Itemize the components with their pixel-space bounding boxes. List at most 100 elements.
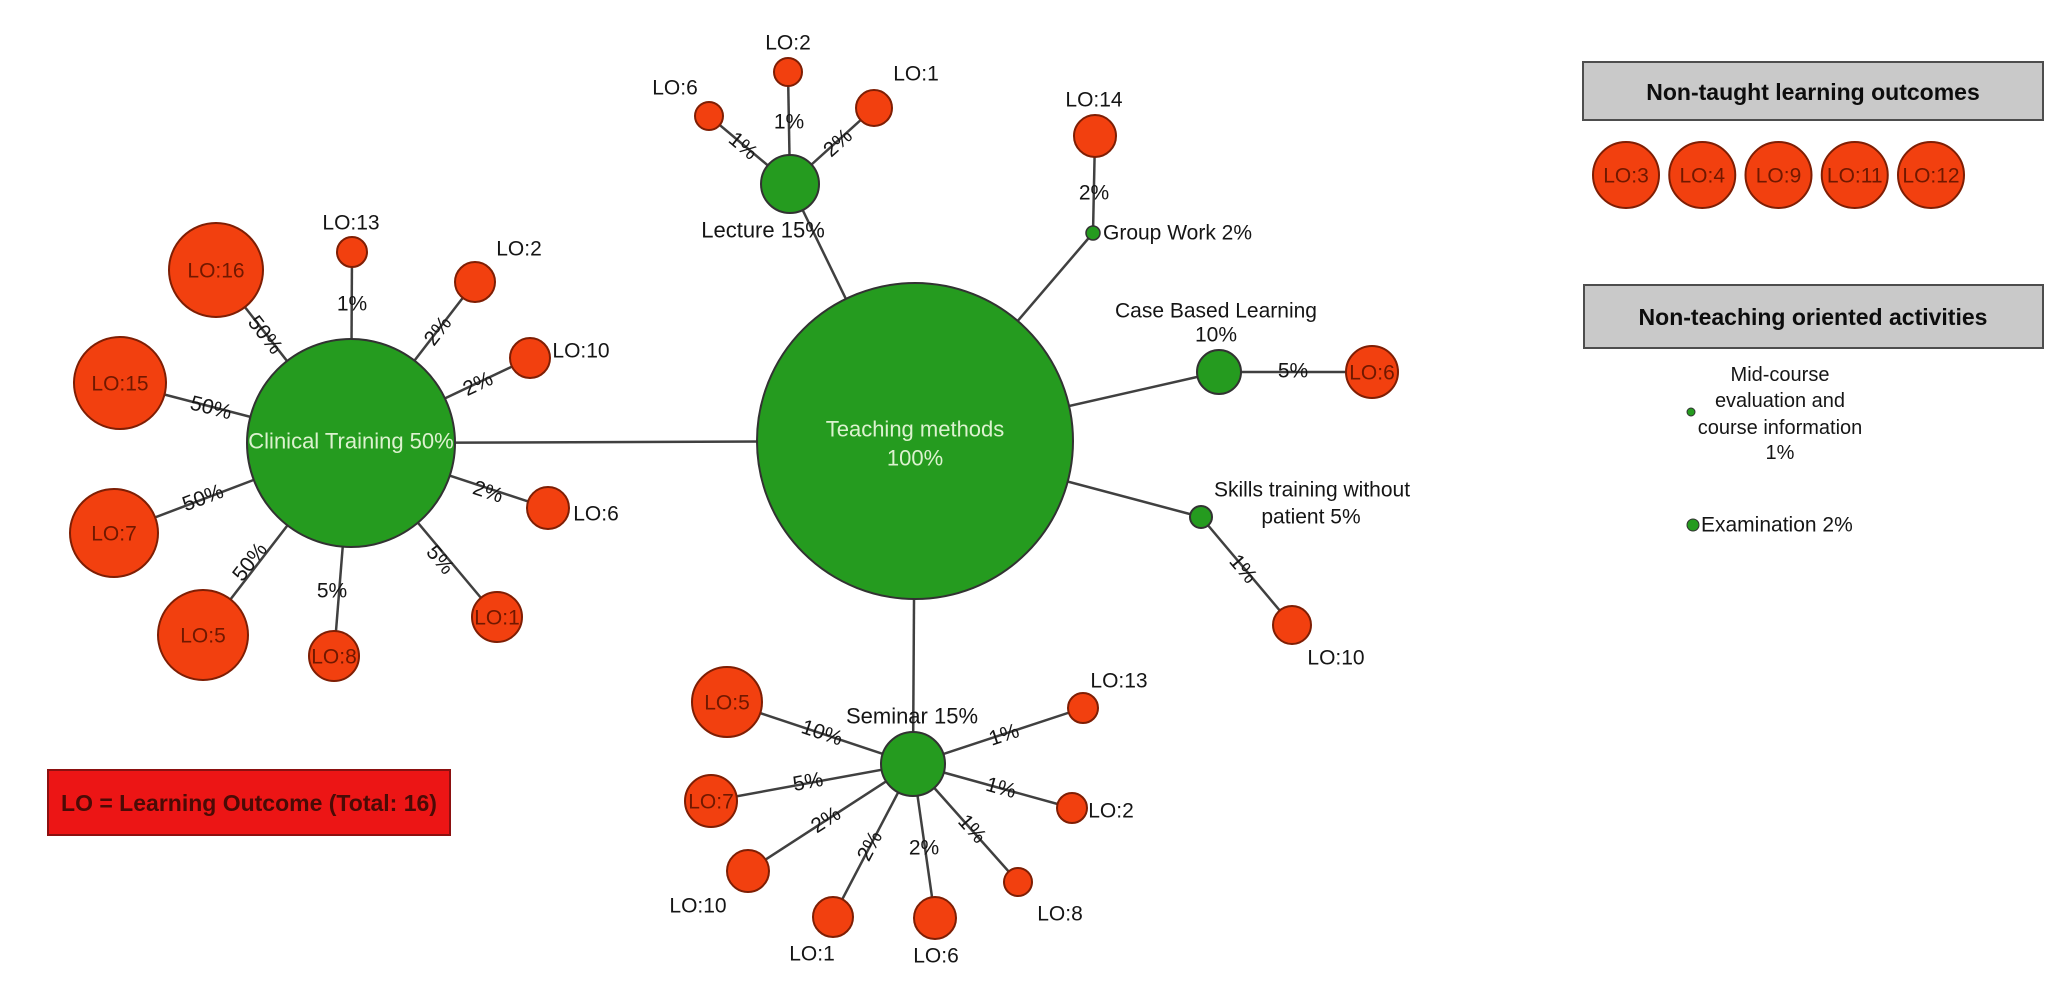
node-ext-label-clinical-lo10-0: LO:10	[552, 340, 609, 363]
legend-box	[47, 769, 451, 836]
edge-label-clinical-clinical-lo13: 1%	[337, 293, 367, 316]
node-seminar-lo6	[913, 896, 957, 940]
node-lecture	[760, 154, 820, 214]
node-seminar-lo10	[726, 849, 770, 893]
node-ext-label-lecture-lo2-0: LO:2	[765, 32, 811, 55]
node-lecture-lo6	[694, 101, 724, 131]
node-ext-label-seminar-lo10-0: LO:10	[669, 895, 726, 918]
node-ext-label-clinical-lo2-0: LO:2	[496, 238, 542, 261]
node-ext-label-skills-lo10-0: LO:10	[1307, 647, 1364, 670]
node-label-clinical-lo1: LO:1	[474, 607, 520, 630]
edge-label-clinical-clinical-lo7: 50%	[179, 480, 226, 516]
node-ext-label-seminar-lo6-0: LO:6	[913, 945, 959, 968]
non-taught-box	[1582, 61, 2044, 121]
non-taught-circle-lo12	[1897, 141, 1965, 209]
non-taught-circles: LO:3 LO:4 LO:9 LO:11 LO:12	[1592, 141, 1965, 209]
node-label-teaching-1: 100%	[887, 446, 943, 471]
midcourse-line-2: evaluation and	[1715, 390, 1845, 412]
node-ext-label-seminar-0: Seminar 15%	[846, 704, 978, 729]
node-label-clinical-lo15: LO:15	[91, 373, 148, 396]
edge-label-seminar-seminar-lo6: 2%	[909, 837, 939, 860]
node-label-cb-lo6: LO:6	[1349, 362, 1395, 385]
non-teaching-box	[1583, 284, 2044, 349]
node-seminar	[880, 731, 946, 797]
edge-skills-skills-lo10	[1200, 516, 1293, 626]
edge-label-clinical-clinical-lo2: 2%	[420, 312, 457, 350]
node-label-clinical-lo7: LO:7	[91, 523, 137, 546]
node-label-seminar-lo5: LO:5	[704, 692, 750, 715]
edge-label-seminar-seminar-lo10: 2%	[807, 802, 845, 838]
node-clinical-lo2	[454, 261, 496, 303]
non-taught-circle-lo3	[1592, 141, 1660, 209]
midcourse-line-4: 1%	[1766, 442, 1795, 464]
non-taught-title: Non-taught learning outcomes	[1646, 79, 1980, 105]
edge-label-seminar-seminar-lo2: 1%	[983, 773, 1018, 803]
node-ext-label-skills-0: Skills training without	[1214, 479, 1410, 502]
non-taught-circle-lo11	[1820, 141, 1889, 209]
edge-label-seminar-seminar-lo7: 5%	[791, 768, 825, 796]
node-ext-label-lecture-lo6-0: LO:6	[652, 77, 698, 100]
node-ext-label-seminar-lo1-0: LO:1	[789, 943, 835, 966]
edge-label-clinical-clinical-lo8: 5%	[317, 580, 347, 603]
non-taught-circle-label-3: LO:11	[1827, 165, 1883, 188]
node-ext-label-lecture-lo1-0: LO:1	[893, 63, 939, 86]
node-clinical-lo8	[308, 630, 360, 682]
edge-label-seminar-seminar-lo1: 2%	[853, 827, 887, 865]
node-ext-label-lecture-0: Lecture 15%	[701, 218, 825, 243]
edge-label-clinical-clinical-lo5: 50%	[228, 538, 272, 585]
node-cb-lo6	[1345, 345, 1399, 399]
edge-label-lecture-lecture-lo2: 1%	[774, 111, 804, 134]
node-ext-label-seminar-lo13-0: LO:13	[1090, 670, 1147, 693]
nodes-layer	[69, 57, 1399, 940]
node-label-clinical-lo8: LO:8	[311, 646, 357, 669]
edge-label-seminar-seminar-lo5: 10%	[798, 715, 845, 750]
midcourse-line-3: course information	[1698, 417, 1863, 439]
node-ext-label-seminar-lo8-0: LO:8	[1037, 903, 1083, 926]
node-clinical-lo16	[168, 222, 264, 318]
node-group-work	[1085, 225, 1101, 241]
non-taught-circle-label-2: LO:9	[1756, 165, 1802, 188]
node-case-based	[1196, 349, 1242, 395]
node-label-seminar-lo7: LO:7	[688, 791, 734, 814]
node-seminar-lo8	[1003, 867, 1033, 897]
non-taught-circle-lo9	[1744, 141, 1813, 209]
node-seminar-lo1	[812, 896, 854, 938]
node-lecture-lo1	[855, 89, 893, 127]
node-clinical-lo5	[157, 589, 249, 681]
node-seminar-lo5	[691, 666, 763, 738]
non-taught-circle-label-1: LO:4	[1679, 165, 1725, 188]
node-clinical-lo6	[526, 486, 570, 530]
node-ext-label-lo14-0: LO:14	[1065, 89, 1123, 112]
node-ext-label-clinical-lo13-0: LO:13	[322, 212, 379, 235]
node-skills	[1189, 505, 1213, 529]
node-ext-label-seminar-lo2-0: LO:2	[1088, 800, 1134, 823]
edge-label-case-based-cb-lo6: 5%	[1278, 360, 1308, 383]
node-clinical-lo13	[336, 236, 368, 268]
node-label-clinical-lo16: LO:16	[187, 260, 244, 283]
legend-label: LO = Learning Outcome (Total: 16)	[61, 790, 437, 816]
examination-dot-icon	[1686, 518, 1700, 532]
node-clinical-lo1	[471, 591, 523, 643]
midcourse-dot-icon	[1686, 407, 1696, 417]
node-seminar-lo2	[1056, 792, 1088, 824]
node-seminar-lo7	[684, 774, 738, 828]
node-ext-label-case-based-0: Case Based Learning	[1115, 300, 1317, 323]
node-ext-label-group-work-0: Group Work 2%	[1103, 222, 1252, 245]
node-seminar-lo13	[1067, 692, 1099, 724]
node-label-clinical-0: Clinical Training 50%	[248, 429, 453, 454]
examination-label: Examination 2%	[1701, 514, 1853, 537]
node-teaching	[756, 282, 1074, 600]
edge-label-seminar-seminar-lo13: 1%	[986, 719, 1022, 750]
node-ext-label-case-based-1: 10%	[1195, 324, 1237, 347]
non-taught-circle-label-0: LO:3	[1603, 165, 1649, 188]
node-lo14	[1073, 114, 1117, 158]
node-skills-lo10	[1272, 605, 1312, 645]
node-ext-label-clinical-lo6-0: LO:6	[573, 503, 619, 526]
node-clinical-lo10	[509, 337, 551, 379]
node-clinical-lo7	[69, 488, 159, 578]
non-teaching-title: Non-teaching oriented activities	[1639, 304, 1988, 330]
midcourse-line-1: Mid-course	[1731, 364, 1830, 386]
edge-label-clinical-clinical-lo1: 5%	[421, 541, 458, 579]
